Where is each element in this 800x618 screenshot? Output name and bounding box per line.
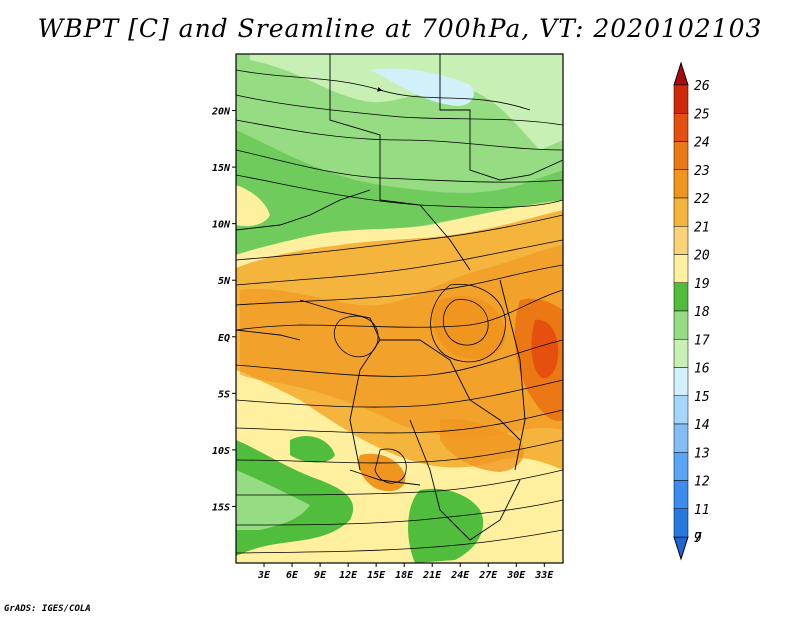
colorbar-label: 17 <box>694 333 710 348</box>
colorbar-segment <box>673 113 689 142</box>
lon-tick-label: 24E <box>450 570 470 581</box>
colorbar-segment <box>673 310 689 340</box>
lon-tick-label: 27E <box>478 570 498 581</box>
lon-tick-label: 30E <box>506 570 526 581</box>
colorbar-segment <box>673 282 689 312</box>
colorbar-label: 7 <box>694 531 702 546</box>
colorbar-label: 22 <box>694 192 710 207</box>
colorbar-label: 13 <box>694 446 710 461</box>
lat-tick-label: 5S <box>218 389 230 400</box>
lon-tick-label: 12E <box>339 570 358 581</box>
colorbar-segment <box>673 84 689 114</box>
colorbar-segment <box>673 169 689 199</box>
colorbar-label: 9 <box>694 531 702 546</box>
lat-ticks: 20N 15N 10N 5N EQ 5S 10S 15S <box>211 107 236 513</box>
colorbar-segment <box>673 508 689 538</box>
lon-tick-label: 18E <box>395 570 414 581</box>
colorbar-segment <box>673 452 689 481</box>
lon-tick-label: 6E <box>286 570 299 581</box>
colorbar-label: 20 <box>694 249 710 264</box>
colorbar-segment <box>673 339 689 368</box>
lat-tick-label: 5N <box>218 276 231 287</box>
lat-tick-label: EQ <box>218 333 230 344</box>
colorbar-segment <box>673 480 689 509</box>
grads-credit: GrADS: IGES/COLA <box>4 604 91 614</box>
colorbar-label: 12 <box>694 475 710 490</box>
colorbar-segment <box>673 141 689 170</box>
colorbar-segment <box>673 367 689 396</box>
lat-tick-label: 15S <box>212 502 230 513</box>
lat-tick-label: 10S <box>212 446 230 457</box>
lat-tick-label: 20N <box>211 107 231 118</box>
lon-tick-label: 9E <box>314 570 327 581</box>
streamlines <box>236 69 563 554</box>
wbpt-shading <box>236 54 563 563</box>
colorbar-min-triangle <box>673 536 689 561</box>
colorbar-label: 14 <box>694 418 710 433</box>
colorbar-segment <box>673 423 689 453</box>
country-boundaries <box>236 54 563 541</box>
colorbar-max-triangle <box>673 61 689 86</box>
colorbar: 26 25 24 23 22 21 20 19 18 17 16 15 14 13 12 11 97 <box>673 61 710 561</box>
colorbar-label: 15 <box>694 390 710 405</box>
lon-tick-label: 33E <box>534 570 554 581</box>
colorbar-label: 25 <box>694 107 710 122</box>
colorbar-label: 18 <box>694 305 710 320</box>
colorbar-segment <box>673 197 689 227</box>
lon-ticks: 3E 6E 9E 12E 15E 18E 21E 24E 27E 30E 33E <box>257 563 554 581</box>
map-frame <box>235 53 564 564</box>
colorbar-label: 21 <box>694 220 710 235</box>
lon-tick-label: 3E <box>257 570 271 581</box>
colorbar-label: 26 <box>694 79 710 94</box>
colorbar-label: 11 <box>694 503 710 518</box>
colorbar-label: 23 <box>694 164 710 179</box>
figure-title: WBPT [C] and Sreamline at 700hPa, VT: 20… <box>37 14 763 43</box>
lon-tick-label: 15E <box>367 570 386 581</box>
lat-tick-label: 10N <box>212 220 231 231</box>
colorbar-segment <box>673 254 689 283</box>
colorbar-label: 16 <box>694 362 710 377</box>
colorbar-segment <box>673 226 689 255</box>
colorbar-label: 24 <box>694 136 710 151</box>
lat-tick-label: 15N <box>212 163 231 174</box>
lon-tick-label: 21E <box>422 570 442 581</box>
colorbar-segment <box>673 395 689 425</box>
colorbar-label: 19 <box>694 277 710 292</box>
